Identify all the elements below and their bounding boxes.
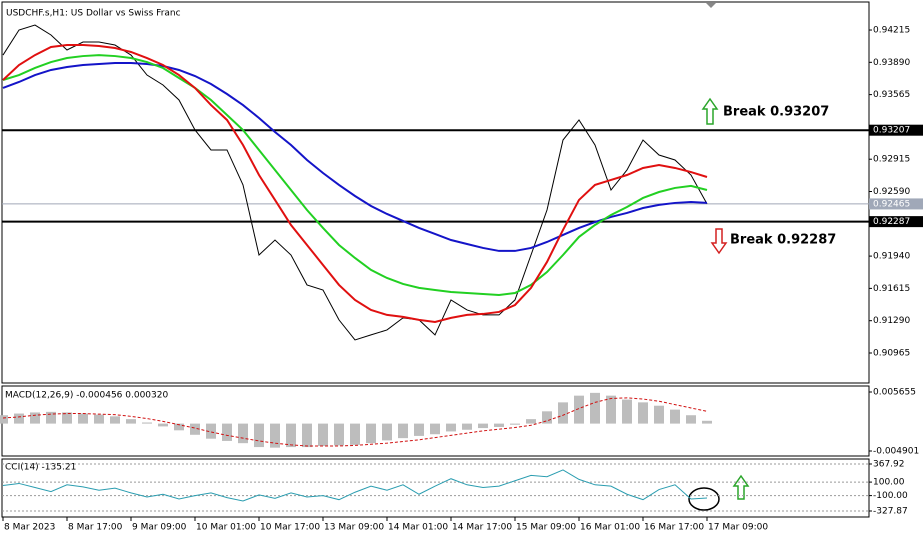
x-tick-label: 16 Mar 17:00 [644,523,704,533]
y-tick-label: 100.00 [873,478,905,488]
y-tick-label: 0.91940 [873,252,910,262]
macd-bar [414,423,424,436]
series-line [2,62,708,252]
macd-bar [462,423,472,430]
macd-label: MACD(12,26,9) -0.000456 0.000320 [5,391,168,401]
x-tick-label: 8 Mar 17:00 [68,523,123,533]
macd-bar [590,392,600,424]
y-tick-label: 0.91290 [873,316,910,326]
macd-bar [206,423,216,439]
series-line [2,469,708,502]
macd-bar [510,423,520,425]
macd-bar [366,423,376,444]
macd-bar [78,413,88,424]
macd-bar [686,415,696,424]
level-label-bg [869,216,923,228]
up-arrow [701,97,719,125]
macd-bar [606,395,616,424]
x-tick-label: 17 Mar 09:00 [708,523,768,533]
up-arrow [732,474,750,500]
macd-bar [302,423,312,448]
y-tick-label: 0.92590 [873,187,910,197]
macd-bar [142,422,152,424]
y-tick-label: -100.00 [873,491,908,501]
macd-bar [94,414,104,424]
cci-panel [1,458,870,518]
chart-title: USDCHF.s,H1: US Dollar vs Swiss Franc [6,9,181,19]
y-tick-label: -0.004901 [873,447,919,457]
macd-bar [238,423,248,444]
y-tick-label: 0.92915 [873,155,910,165]
macd-bar [430,423,440,435]
series-line [2,54,708,296]
macd-bar [350,423,360,445]
annotation: Break 0.92287 [730,233,836,248]
x-tick-label: 9 Mar 09:00 [132,523,187,533]
down-arrow [710,228,728,255]
annotation: Break 0.93207 [723,105,829,120]
macd-bar [494,423,504,427]
macd-bar [622,399,632,424]
macd-bar [398,423,408,439]
macd-bar [190,423,200,435]
y-tick-label: 0.94215 [873,26,910,36]
macd-bar [478,423,488,429]
macd-bar [702,420,712,424]
cci-label: CCI(14) -135.21 [5,463,76,473]
macd-bar [654,405,664,424]
level-label-bg [869,124,923,136]
y-tick-label: 0.005655 [873,388,916,398]
macd-bar [542,411,552,424]
macd-bar [334,423,344,446]
highlight-circle [688,487,720,511]
x-tick-label: 16 Mar 01:00 [580,523,640,533]
macd-bar [0,415,8,424]
macd-bar [446,423,456,432]
y-tick-label: 0.93565 [873,90,910,100]
y-tick-label: 0.90965 [873,348,910,358]
macd-bar [558,402,568,424]
macd-bar [110,416,120,424]
macd-bar [382,423,392,441]
macd-bar [30,412,40,424]
current-price-bg [869,198,923,210]
macd-bar [574,395,584,424]
x-tick-label: 14 Mar 17:00 [452,523,512,533]
signal-line [2,397,708,447]
macd-bar [222,423,232,441]
series-line [2,44,708,324]
macd-bar [254,423,264,448]
x-tick-label: 10 Mar 17:00 [260,523,320,533]
macd-bar [126,419,136,424]
macd-bar [158,423,168,427]
y-tick-label: -327.87 [873,507,908,517]
macd-bar [286,423,296,448]
x-tick-label: 15 Mar 09:00 [516,523,576,533]
level-label: 0.93207 [873,126,910,136]
macd-bar [318,423,328,446]
y-tick-label: 0.91615 [873,284,910,294]
macd-bar [638,402,648,424]
x-tick-label: 14 Mar 01:00 [388,523,448,533]
y-tick-label: 367.92 [873,460,905,470]
current-price-label: 0.92465 [873,199,910,209]
macd-bar [46,411,56,424]
macd-bar [14,413,24,424]
macd-bar [526,419,536,424]
level-label: 0.92287 [873,217,910,227]
x-tick-label: 13 Mar 09:00 [324,523,384,533]
x-tick-label: 8 Mar 2023 [4,523,55,533]
macd-bar [62,412,72,424]
y-tick-label: 0.93890 [873,58,910,68]
macd-bar [670,409,680,424]
price-panel [1,1,870,384]
macd-bar [174,423,184,431]
macd-bar [270,423,280,448]
scroll-marker [706,3,716,8]
x-tick-label: 10 Mar 01:00 [196,523,256,533]
